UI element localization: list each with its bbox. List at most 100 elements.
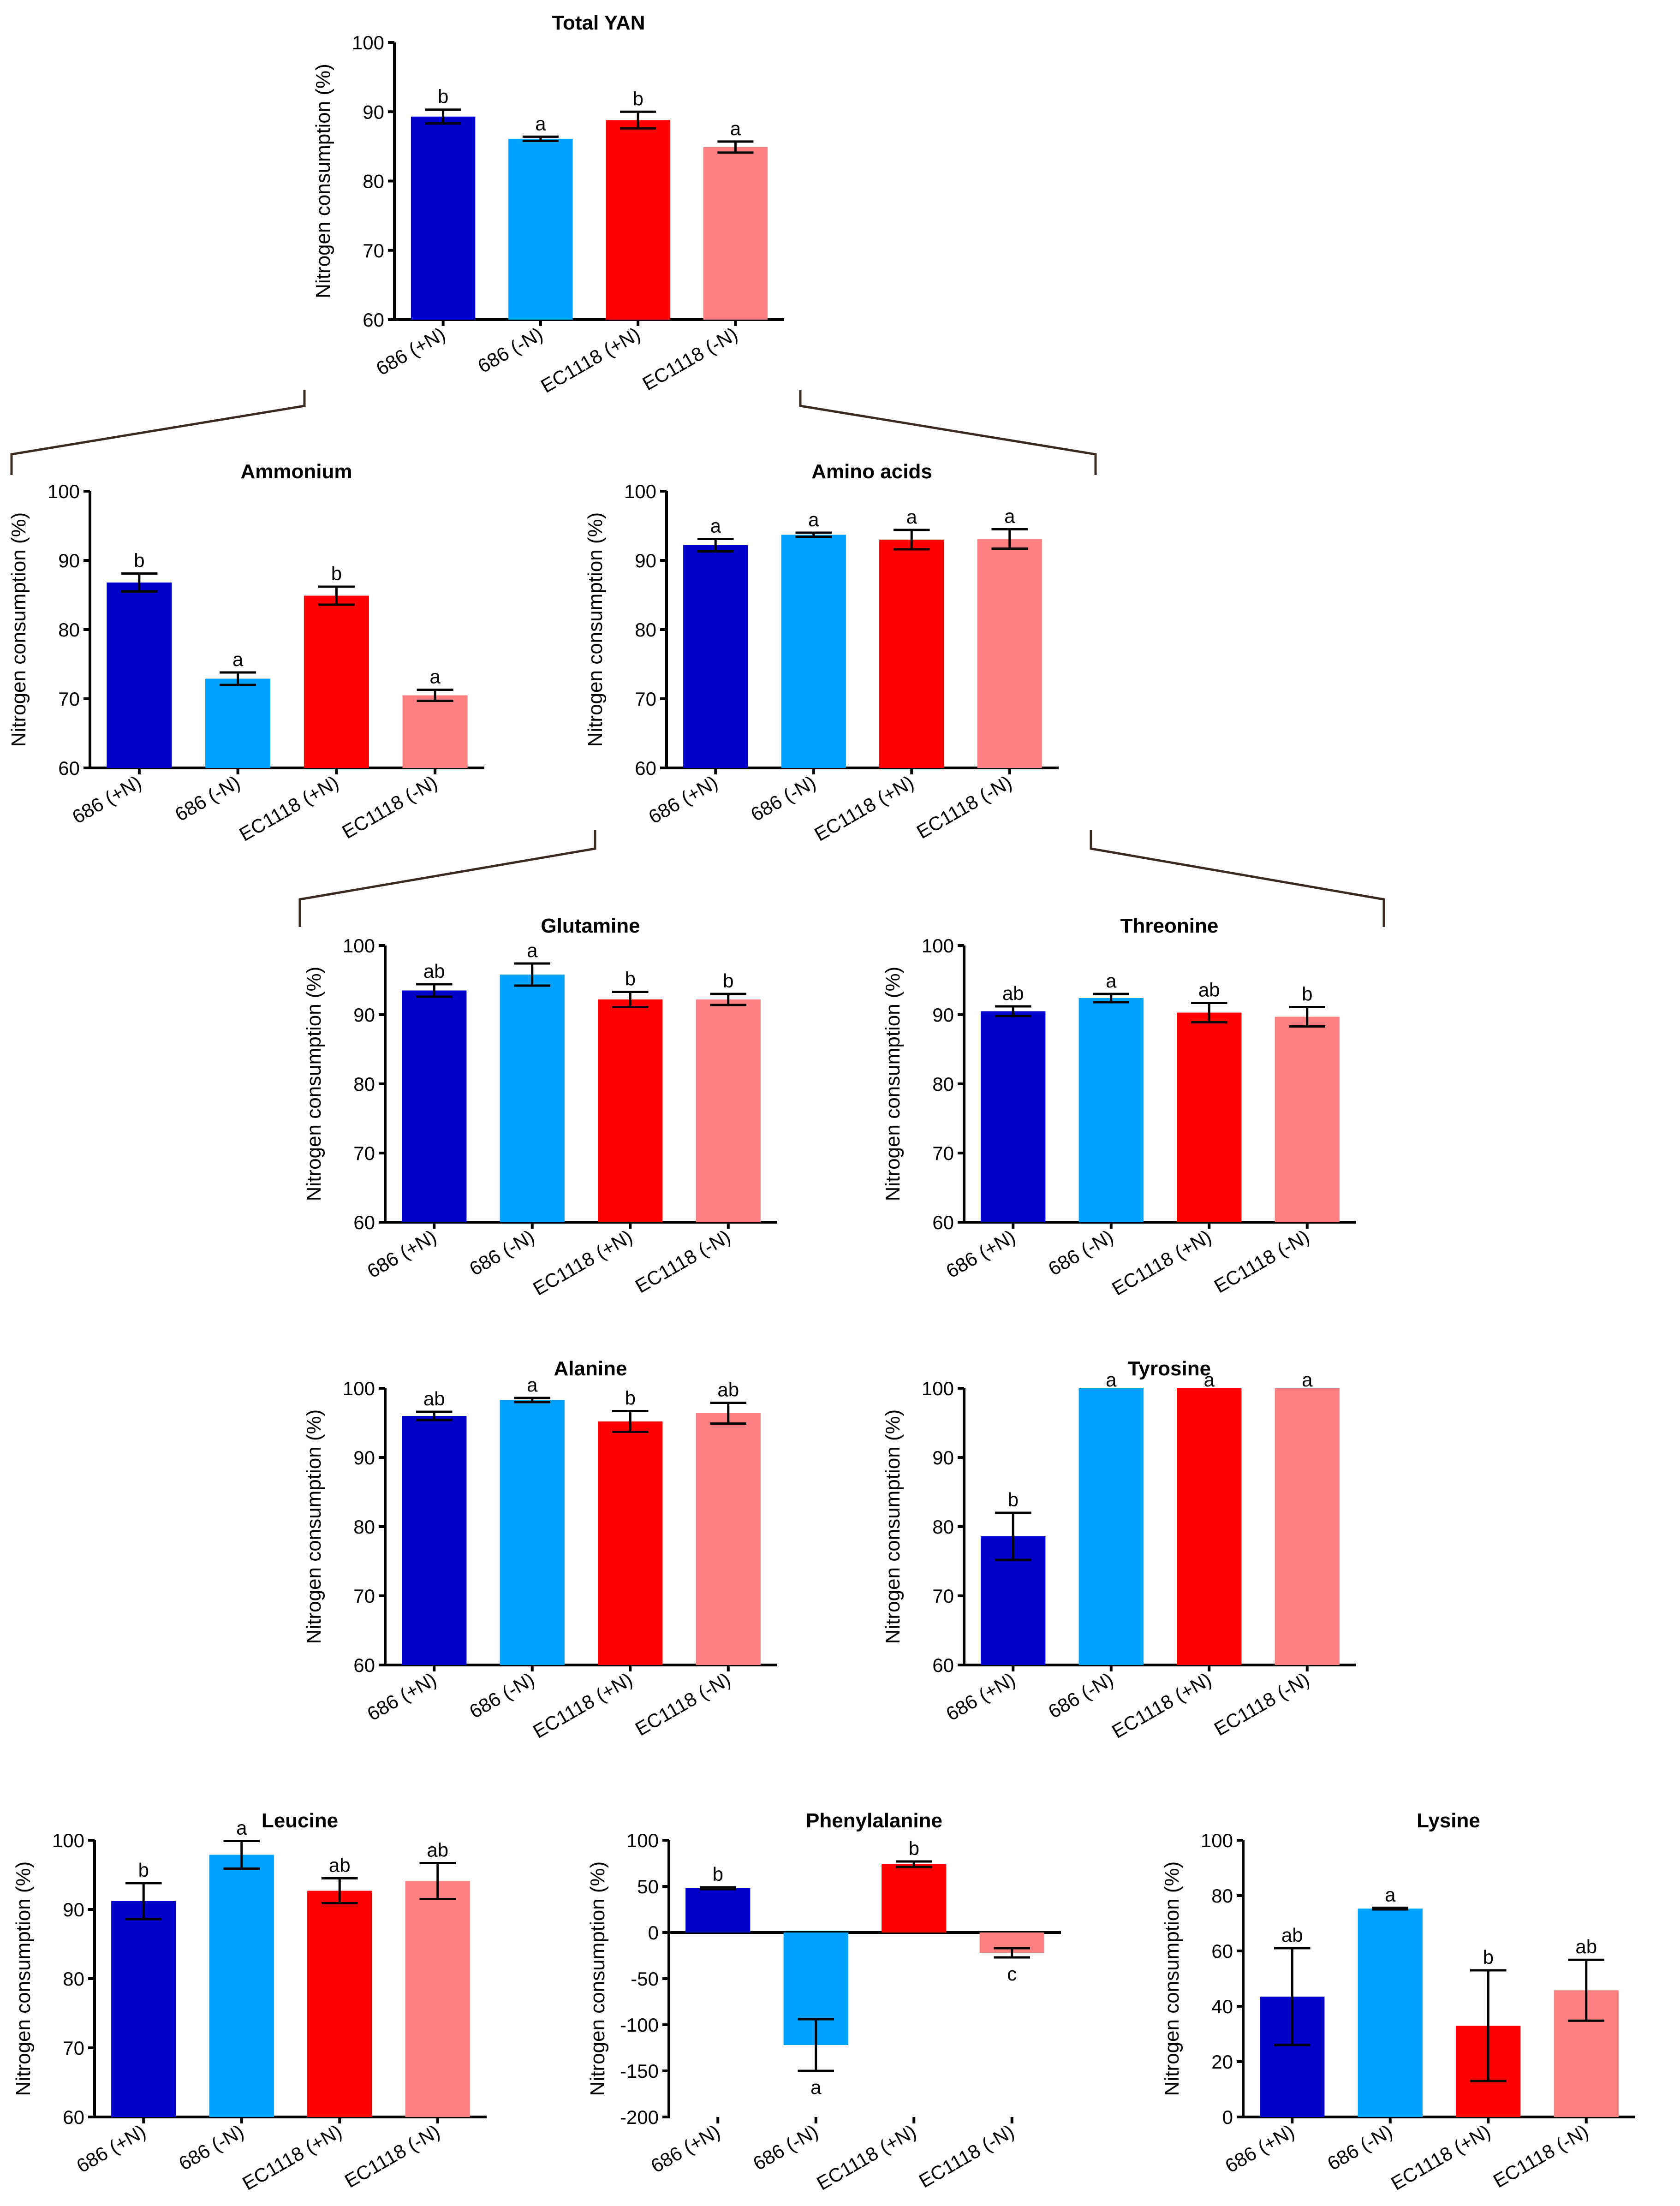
chart-title: Lysine xyxy=(1417,1809,1480,1832)
significance-label: a xyxy=(1004,505,1015,527)
y-axis-label: Nitrogen consumption (%) xyxy=(303,1409,325,1644)
x-tick-label: EC1118 (+N) xyxy=(529,1225,636,1300)
bar xyxy=(402,1416,467,1665)
y-axis-label: Nitrogen consumption (%) xyxy=(12,1861,35,2096)
x-tick-label: EC1118 (-N) xyxy=(1210,1225,1313,1297)
y-tick-label: 100 xyxy=(48,481,80,502)
y-axis-label: Nitrogen consumption (%) xyxy=(882,967,904,1201)
bar xyxy=(879,540,944,768)
x-tick-label: EC1118 (+N) xyxy=(1108,1225,1215,1300)
y-tick-label: 90 xyxy=(363,101,384,123)
y-tick-label: 60 xyxy=(63,2106,84,2128)
y-tick-label: 100 xyxy=(626,1830,659,1851)
significance-label: a xyxy=(810,2076,822,2098)
y-tick-label: 70 xyxy=(353,1585,375,1607)
significance-label: a xyxy=(527,939,538,961)
x-tick-label: 686 (-N) xyxy=(175,2120,247,2175)
y-tick-label: 60 xyxy=(1211,1940,1233,1962)
x-tick-label: EC1118 (+N) xyxy=(1108,1668,1215,1742)
significance-label: b xyxy=(138,1859,149,1881)
bar xyxy=(500,1400,565,1665)
y-tick-label: 60 xyxy=(58,757,80,779)
x-tick-label: EC1118 (+N) xyxy=(1387,2120,1494,2194)
y-tick-label: 70 xyxy=(363,240,384,262)
bar xyxy=(1275,1017,1340,1222)
significance-label: b xyxy=(723,970,733,992)
y-tick-label: 100 xyxy=(922,1378,954,1399)
x-tick-label: 686 (+N) xyxy=(647,2120,724,2177)
bar xyxy=(696,999,761,1222)
y-tick-label: 60 xyxy=(932,1654,954,1676)
significance-label: a xyxy=(710,515,721,537)
significance-label: b xyxy=(625,968,636,990)
significance-label: a xyxy=(808,509,819,530)
significance-label: b xyxy=(438,86,448,107)
bar xyxy=(882,1864,947,1932)
x-tick-label: 686 (-N) xyxy=(474,323,546,377)
y-tick-label: 80 xyxy=(63,1968,84,1990)
significance-label: ab xyxy=(423,960,445,982)
x-tick-label: EC1118 (-N) xyxy=(341,2120,443,2192)
significance-label: ab xyxy=(1002,982,1024,1004)
x-tick-label: 686 (-N) xyxy=(1044,1225,1117,1280)
y-tick-label: 80 xyxy=(353,1516,375,1538)
x-tick-label: 686 (-N) xyxy=(171,771,244,826)
y-tick-label: 80 xyxy=(58,619,80,641)
bar xyxy=(402,695,468,768)
bar xyxy=(683,545,748,768)
y-tick-label: 0 xyxy=(1222,2106,1233,2128)
bar xyxy=(606,120,670,320)
bar xyxy=(500,975,565,1222)
x-tick-label: EC1118 (+N) xyxy=(537,323,643,397)
x-tick-label: 686 (-N) xyxy=(465,1668,538,1723)
x-tick-label: 686 (-N) xyxy=(465,1225,538,1280)
significance-label: a xyxy=(730,118,741,139)
significance-label: ab xyxy=(1281,1924,1303,1946)
bar xyxy=(598,1421,663,1665)
y-tick-label: 80 xyxy=(932,1073,954,1095)
y-tick-label: 80 xyxy=(635,619,656,641)
significance-label: a xyxy=(1204,1369,1215,1391)
x-tick-label: 686 (+N) xyxy=(645,771,721,828)
chart-ammonium: Ammonium Nitrogen consumption (%) 60 70 80 90… xyxy=(7,460,484,845)
x-tick-label: 686 (+N) xyxy=(363,1225,440,1282)
chart-phenylalanine: Phenylalanine Nitrogen consumption (%) -20… xyxy=(586,1809,1061,2194)
x-tick-label: EC1118 (+N) xyxy=(810,771,917,845)
bar xyxy=(703,147,768,320)
y-tick-label: 60 xyxy=(353,1212,375,1233)
y-tick-label: 40 xyxy=(1211,1996,1233,2017)
y-tick-label: 90 xyxy=(932,1447,954,1469)
significance-label: ab xyxy=(1575,1936,1597,1957)
y-tick-label: 70 xyxy=(63,2037,84,2059)
connector-total-to-ammonium xyxy=(10,390,306,475)
chart-leucine: Leucine Nitrogen consumption (%) 60 70 80 90 1… xyxy=(12,1809,487,2194)
bar xyxy=(977,539,1042,768)
significance-label: a xyxy=(1385,1884,1396,1905)
significance-label: b xyxy=(713,1863,723,1885)
x-tick-label: EC1118 (-N) xyxy=(915,2120,1018,2192)
y-axis-label: Nitrogen consumption (%) xyxy=(312,64,334,298)
connector-total-to-amino xyxy=(799,390,1097,475)
bar xyxy=(685,1888,751,1932)
bar xyxy=(1177,1388,1242,1665)
significance-label: b xyxy=(625,1387,636,1409)
chart-glutamine: Glutamine Nitrogen consumption (%) 60 70 80 9… xyxy=(303,915,777,1300)
chart-title: Total YAN xyxy=(552,12,645,34)
significance-label: b xyxy=(1483,1946,1494,1968)
chart-title: Ammonium xyxy=(241,460,352,483)
x-tick-label: EC1118 (-N) xyxy=(338,771,441,843)
x-tick-label: EC1118 (+N) xyxy=(529,1668,636,1742)
y-axis-label: Nitrogen consumption (%) xyxy=(584,512,607,747)
bar xyxy=(209,1855,274,2117)
significance-label: ab xyxy=(717,1379,739,1401)
chart-title: Glutamine xyxy=(541,915,640,937)
x-tick-label: 686 (-N) xyxy=(1323,2120,1396,2175)
x-tick-label: EC1118 (-N) xyxy=(1489,2120,1592,2192)
bar xyxy=(111,1901,176,2117)
chart-threonine: Threonine Nitrogen consumption (%) 60 70 80 9… xyxy=(882,915,1356,1300)
y-tick-label: 0 xyxy=(648,1922,659,1944)
x-tick-label: EC1118 (+N) xyxy=(238,2120,345,2194)
significance-label: b xyxy=(331,563,342,584)
y-axis-label: Nitrogen consumption (%) xyxy=(303,967,325,1201)
